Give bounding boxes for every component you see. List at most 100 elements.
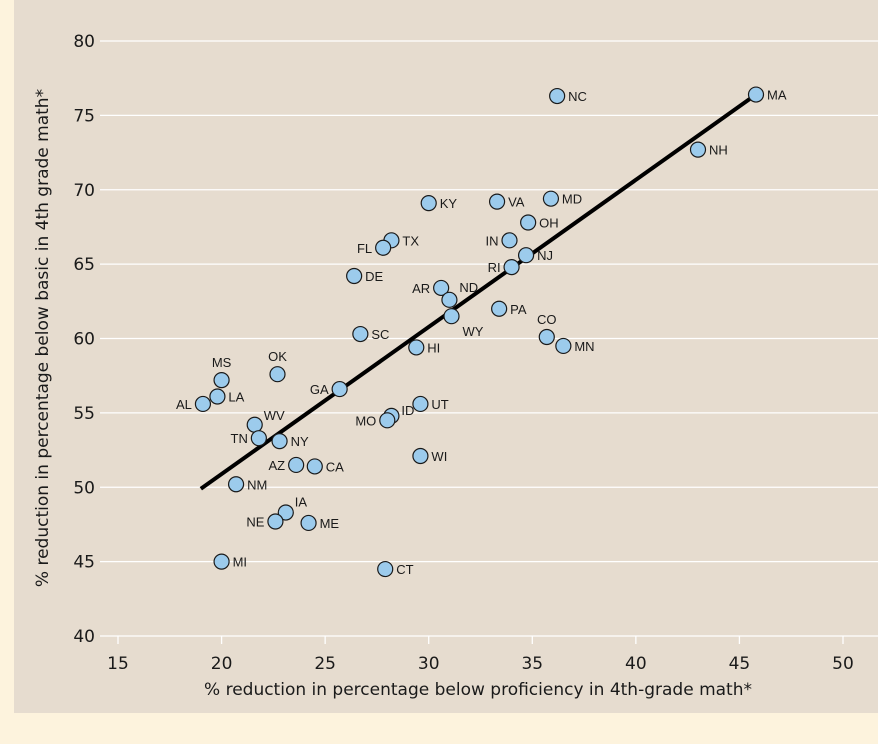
point-label-IA: IA (295, 495, 308, 510)
point-label-MI: MI (233, 555, 247, 570)
x-tick-label-50: 50 (832, 654, 854, 674)
point-NE (267, 513, 284, 530)
point-label-NE: NE (246, 514, 264, 529)
point-label-KY: KY (440, 196, 458, 211)
point-GA (331, 380, 348, 398)
point-label-NM: NM (247, 477, 267, 492)
point-label-AZ: AZ (269, 458, 286, 473)
point-MI (213, 553, 230, 570)
y-tick-label-45: 45 (73, 553, 95, 573)
y-tick-label-40: 40 (73, 627, 95, 647)
point-label-NY: NY (291, 434, 309, 449)
point-label-TX: TX (402, 233, 419, 248)
point-NM (227, 476, 245, 493)
point-NJ (517, 247, 535, 264)
point-label-OK: OK (268, 349, 287, 364)
point-label-ME: ME (320, 516, 340, 531)
point-OH (520, 214, 537, 231)
point-NY (271, 433, 288, 450)
point-label-AR: AR (412, 281, 430, 296)
point-label-ND: ND (459, 280, 478, 295)
point-label-VA: VA (508, 195, 525, 210)
point-MN (555, 337, 572, 355)
point-label-CT: CT (396, 562, 413, 577)
point-WI (412, 447, 429, 465)
point-label-TN: TN (231, 431, 248, 446)
point-label-ID: ID (401, 403, 414, 418)
x-tick-label-35: 35 (521, 654, 543, 674)
point-ND (441, 291, 458, 308)
point-VA (488, 193, 506, 210)
point-label-AL: AL (176, 397, 192, 412)
point-label-UT: UT (431, 397, 448, 412)
point-NC (549, 87, 566, 105)
x-tick-labels: 15 20 25 30 35 40 45 50 (107, 636, 854, 674)
point-HI (408, 339, 425, 356)
y-tick-label-65: 65 (73, 255, 95, 275)
point-label-OH: OH (539, 215, 559, 230)
point-SC (352, 325, 369, 343)
point-label-NJ: NJ (537, 248, 553, 263)
point-PA (491, 300, 508, 317)
point-label-RI: RI (488, 260, 501, 275)
x-tick-label-45: 45 (729, 654, 751, 674)
point-MA (747, 86, 765, 103)
point-KY (420, 195, 437, 212)
x-tick-label-30: 30 (418, 654, 440, 674)
point-UT (412, 395, 429, 413)
point-WV (246, 416, 263, 433)
x-tick-label-15: 15 (107, 654, 129, 674)
point-DE (346, 267, 363, 285)
x-axis-title: % reduction in percentage below proficie… (204, 680, 752, 700)
point-label-LA: LA (228, 390, 244, 405)
point-label-CA: CA (326, 459, 344, 474)
point-LA (209, 388, 226, 405)
y-tick-label-55: 55 (73, 404, 95, 424)
point-label-NH: NH (709, 143, 728, 158)
x-tick-label-25: 25 (314, 654, 336, 674)
point-MD (542, 190, 560, 207)
y-axis-title: % reduction in percentage below basic in… (33, 89, 53, 587)
y-tick-labels: 40 45 50 55 60 65 70 75 80 (73, 32, 95, 647)
point-CA (306, 458, 323, 475)
point-WY (443, 308, 460, 325)
point-label-CO: CO (537, 312, 557, 327)
y-tick-label-70: 70 (73, 181, 95, 201)
point-TN (250, 430, 267, 447)
x-tick-label-40: 40 (625, 654, 647, 674)
point-AR (433, 279, 450, 297)
point-label-SC: SC (371, 327, 389, 342)
point-label-WI: WI (431, 449, 447, 464)
point-label-PA: PA (510, 302, 527, 317)
plot-background (14, 0, 878, 713)
y-tick-label-60: 60 (73, 330, 95, 350)
point-label-WY: WY (463, 324, 484, 339)
point-label-HI: HI (427, 340, 440, 355)
trend-line-group (199, 92, 758, 491)
point-AZ (288, 456, 305, 474)
point-label-NC: NC (568, 89, 587, 104)
y-tick-label-50: 50 (73, 478, 95, 498)
point-label-IN: IN (486, 233, 499, 248)
y-tick-label-80: 80 (73, 32, 95, 52)
point-CO (538, 328, 555, 346)
point-CT (377, 560, 394, 578)
data-points: MA NC NH MD VA KY OH IN TX FL NJ RI DE AR ND PA WY SC CO MN… (176, 86, 787, 578)
point-label-MN: MN (574, 339, 594, 354)
point-label-FL: FL (357, 241, 372, 256)
point-label-DE: DE (365, 269, 383, 284)
point-label-MA: MA (767, 88, 787, 103)
point-label-MO: MO (355, 413, 376, 428)
y-tick-label-75: 75 (73, 106, 95, 126)
point-MO (379, 412, 396, 429)
point-FL (375, 239, 392, 256)
point-MS (213, 372, 230, 389)
x-tick-label-20: 20 (211, 654, 233, 674)
point-RI (503, 259, 520, 276)
point-AL (194, 395, 212, 413)
point-ME (300, 514, 317, 532)
point-label-WV: WV (264, 408, 285, 423)
point-label-MD: MD (562, 192, 582, 207)
point-label-MS: MS (212, 355, 232, 370)
